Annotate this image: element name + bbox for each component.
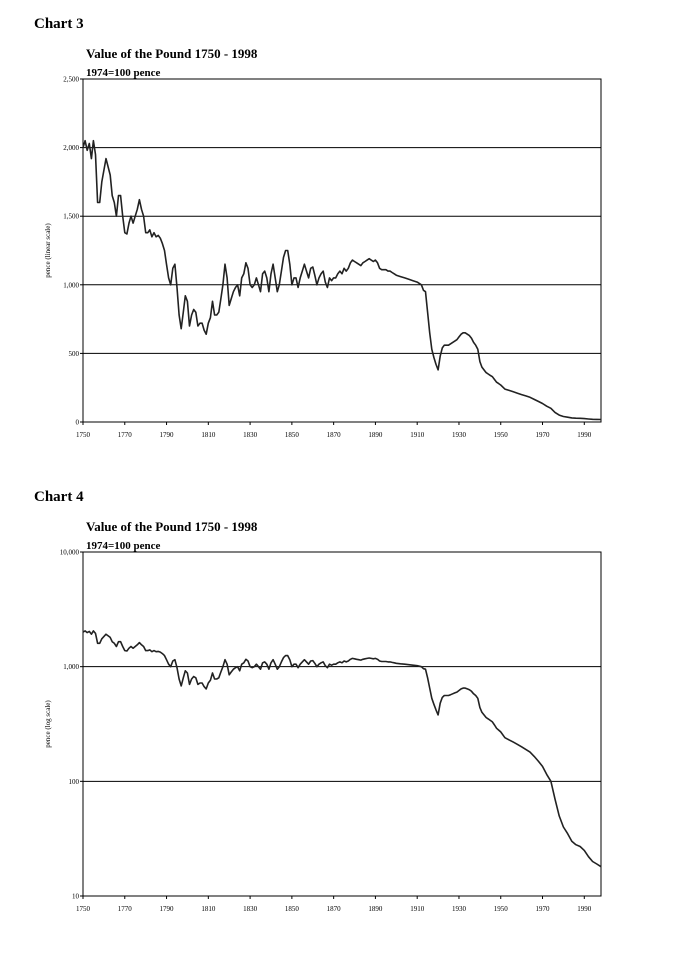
y-tick-label: 1,000 — [63, 663, 79, 671]
y-tick-label: 0 — [76, 419, 80, 427]
x-tick-label: 1850 — [285, 431, 300, 439]
y-tick-label: 10 — [72, 893, 80, 901]
y-tick-label: 2,000 — [63, 144, 79, 152]
x-tick-label: 1930 — [452, 905, 467, 913]
y-tick-label: 500 — [69, 350, 80, 358]
x-tick-label: 1770 — [118, 431, 133, 439]
chart-heading: Chart 3 — [34, 16, 84, 32]
y-tick-label: 1,000 — [63, 281, 79, 289]
x-tick-label: 1990 — [577, 905, 592, 913]
y-axis-label: pence (log scale) — [44, 700, 52, 748]
x-tick-label: 1850 — [285, 905, 300, 913]
x-tick-label: 1810 — [201, 905, 216, 913]
x-tick-label: 1790 — [160, 431, 175, 439]
chart-title: Value of the Pound 1750 - 1998 — [86, 46, 258, 61]
x-tick-label: 1890 — [368, 905, 383, 913]
x-tick-label: 1970 — [536, 905, 551, 913]
x-tick-label: 1930 — [452, 431, 467, 439]
x-tick-label: 1770 — [118, 905, 133, 913]
x-tick-label: 1810 — [201, 431, 216, 439]
plot-frame — [82, 551, 602, 897]
x-tick-label: 1950 — [494, 431, 509, 439]
y-tick-label: 1,500 — [63, 213, 79, 221]
x-tick-label: 1910 — [410, 905, 425, 913]
x-tick-label: 1750 — [76, 905, 91, 913]
x-tick-label: 1890 — [368, 431, 383, 439]
data-line — [82, 630, 602, 868]
x-tick-label: 1830 — [243, 905, 258, 913]
x-tick-label: 1910 — [410, 431, 425, 439]
chart-subtitle: 1974=100 pence — [86, 540, 161, 552]
y-tick-label: 100 — [69, 778, 80, 786]
y-axis-label: pence (linear scale) — [44, 223, 52, 278]
y-tick-label: 10,000 — [60, 549, 80, 557]
chart-subtitle: 1974=100 pence — [86, 67, 161, 79]
x-tick-label: 1830 — [243, 431, 258, 439]
data-line — [82, 139, 602, 421]
x-tick-label: 1870 — [327, 905, 342, 913]
x-tick-label: 1790 — [160, 905, 175, 913]
plot-frame — [82, 78, 602, 423]
x-tick-label: 1750 — [76, 431, 91, 439]
chart-title: Value of the Pound 1750 - 1998 — [86, 519, 258, 534]
x-tick-label: 1870 — [327, 431, 342, 439]
chart-heading: Chart 4 — [34, 489, 84, 505]
y-tick-label: 2,500 — [63, 76, 79, 84]
x-tick-label: 1970 — [536, 431, 551, 439]
x-tick-label: 1990 — [577, 431, 592, 439]
x-tick-label: 1950 — [494, 905, 509, 913]
